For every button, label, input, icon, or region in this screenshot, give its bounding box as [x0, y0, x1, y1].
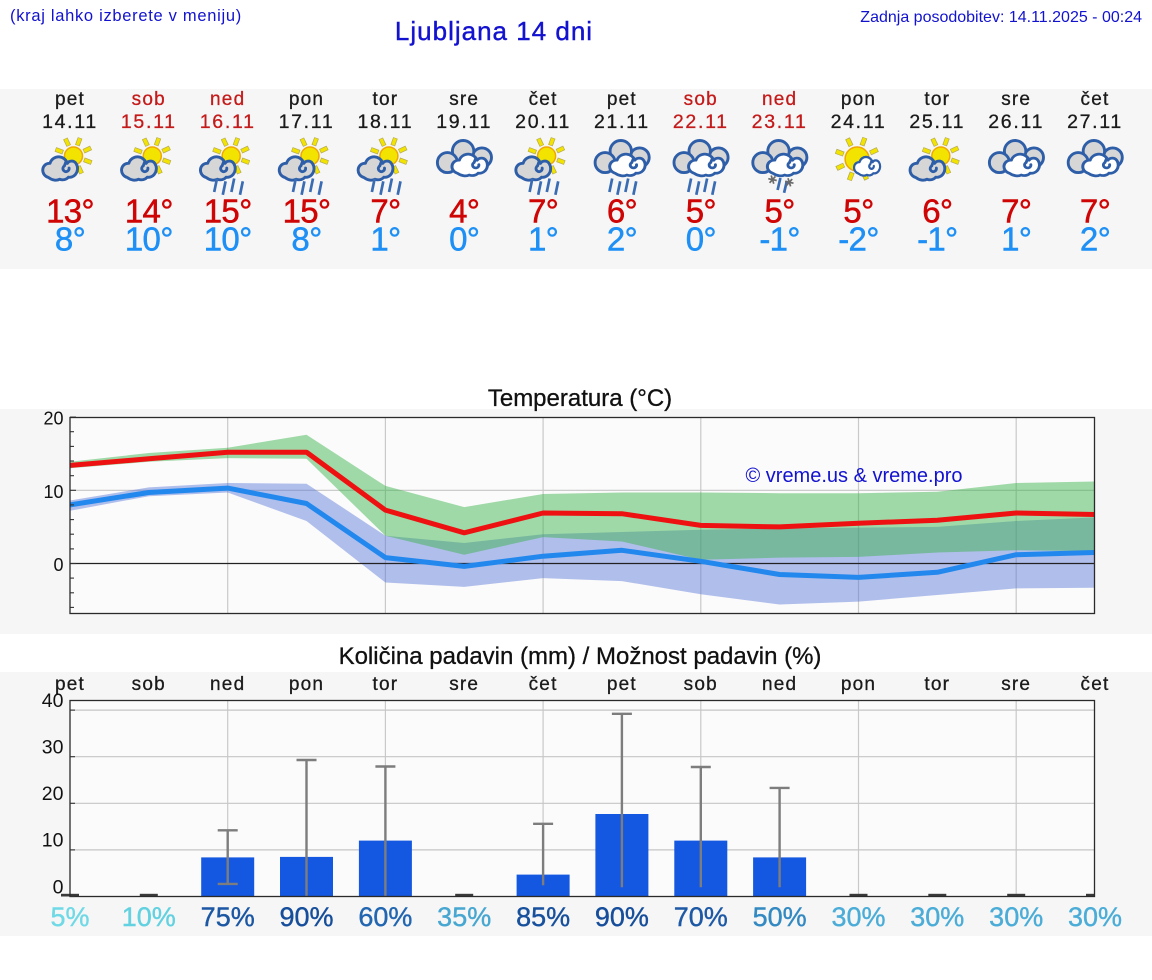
- svg-text:14°: 14°: [125, 192, 173, 229]
- svg-text:sob: sob: [132, 89, 166, 110]
- svg-text:30%: 30%: [831, 902, 885, 932]
- svg-text:pet: pet: [55, 89, 85, 110]
- svg-text:30: 30: [42, 737, 64, 759]
- svg-text:6°: 6°: [922, 192, 952, 229]
- svg-text:7°: 7°: [370, 192, 400, 229]
- svg-text:70%: 70%: [674, 902, 728, 932]
- svg-text:sob: sob: [684, 89, 718, 110]
- svg-text:10°: 10°: [125, 220, 173, 257]
- svg-text:5°: 5°: [843, 192, 873, 229]
- svg-text:20: 20: [43, 409, 63, 429]
- svg-text:10: 10: [42, 830, 64, 852]
- svg-text:30%: 30%: [989, 902, 1043, 932]
- svg-text:60%: 60%: [358, 902, 412, 932]
- svg-text:Zadnja posodobitev: 14.11.2025: Zadnja posodobitev: 14.11.2025 - 00:24: [860, 9, 1142, 26]
- svg-text:22.11: 22.11: [673, 111, 729, 133]
- svg-text:10%: 10%: [122, 902, 176, 932]
- svg-text:75%: 75%: [201, 902, 255, 932]
- svg-text:pon: pon: [289, 89, 324, 110]
- svg-text:10: 10: [43, 482, 63, 502]
- svg-text:35%: 35%: [437, 902, 491, 932]
- svg-text:30%: 30%: [910, 902, 964, 932]
- svg-text:5°: 5°: [686, 192, 716, 229]
- svg-text:7°: 7°: [528, 192, 558, 229]
- svg-text:20: 20: [42, 783, 64, 805]
- svg-text:pet: pet: [607, 674, 637, 695]
- svg-text:25.11: 25.11: [909, 111, 965, 133]
- svg-text:čet: čet: [529, 674, 558, 695]
- svg-text:1°: 1°: [370, 220, 400, 257]
- svg-text:pet: pet: [55, 674, 85, 695]
- svg-text:19.11: 19.11: [436, 111, 492, 133]
- svg-text:čet: čet: [1081, 89, 1110, 110]
- svg-text:40: 40: [42, 690, 64, 712]
- svg-text:sre: sre: [1001, 89, 1031, 110]
- svg-text:sob: sob: [684, 674, 718, 695]
- svg-text:© vreme.us & vreme.pro: © vreme.us & vreme.pro: [745, 465, 962, 487]
- svg-text:10°: 10°: [204, 220, 252, 257]
- svg-text:5%: 5%: [50, 902, 89, 932]
- svg-text:2°: 2°: [1080, 220, 1110, 257]
- svg-text:0: 0: [53, 876, 64, 898]
- svg-text:50%: 50%: [753, 902, 807, 932]
- svg-text:8°: 8°: [291, 220, 321, 257]
- svg-text:sre: sre: [449, 89, 479, 110]
- svg-text:sre: sre: [449, 674, 479, 695]
- svg-text:ned: ned: [210, 674, 245, 695]
- svg-text:30%: 30%: [1068, 902, 1122, 932]
- svg-text:18.11: 18.11: [357, 111, 413, 133]
- svg-text:čet: čet: [1081, 674, 1110, 695]
- svg-text:pon: pon: [841, 89, 876, 110]
- svg-text:sob: sob: [132, 674, 166, 695]
- svg-text:2°: 2°: [607, 220, 637, 257]
- svg-text:15°: 15°: [204, 192, 252, 229]
- svg-text:85%: 85%: [516, 902, 570, 932]
- svg-text:Količina padavin (mm) / Možnos: Količina padavin (mm) / Možnost padavin …: [339, 643, 822, 670]
- svg-text:pet: pet: [607, 89, 637, 110]
- svg-text:1°: 1°: [528, 220, 558, 257]
- svg-text:17.11: 17.11: [279, 111, 335, 133]
- svg-text:ned: ned: [762, 89, 797, 110]
- svg-text:ned: ned: [762, 674, 797, 695]
- svg-text:tor: tor: [373, 674, 399, 695]
- svg-text:21.11: 21.11: [594, 111, 650, 133]
- svg-text:Ljubljana 14 dni: Ljubljana 14 dni: [395, 16, 593, 46]
- svg-text:14.11: 14.11: [42, 111, 98, 133]
- svg-text:13°: 13°: [46, 192, 94, 229]
- svg-text:Temperatura (°C): Temperatura (°C): [488, 385, 672, 412]
- svg-text:24.11: 24.11: [831, 111, 887, 133]
- svg-text:0°: 0°: [449, 220, 479, 257]
- svg-text:tor: tor: [924, 674, 950, 695]
- svg-text:15.11: 15.11: [121, 111, 177, 133]
- svg-text:tor: tor: [373, 89, 399, 110]
- svg-text:27.11: 27.11: [1067, 111, 1123, 133]
- svg-text:0°: 0°: [686, 220, 716, 257]
- svg-text:-2°: -2°: [838, 220, 878, 257]
- svg-text:15°: 15°: [283, 192, 331, 229]
- svg-text:4°: 4°: [449, 192, 479, 229]
- svg-text:5°: 5°: [765, 192, 795, 229]
- svg-text:7°: 7°: [1001, 192, 1031, 229]
- svg-text:tor: tor: [924, 89, 950, 110]
- svg-text:90%: 90%: [595, 902, 649, 932]
- svg-text:1°: 1°: [1001, 220, 1031, 257]
- svg-text:čet: čet: [529, 89, 558, 110]
- svg-text:(kraj lahko izberete v meniju): (kraj lahko izberete v meniju): [10, 7, 242, 25]
- svg-text:16.11: 16.11: [200, 111, 256, 133]
- svg-text:20.11: 20.11: [515, 111, 571, 133]
- svg-text:pon: pon: [841, 674, 876, 695]
- svg-text:sre: sre: [1001, 674, 1031, 695]
- svg-text:90%: 90%: [279, 902, 333, 932]
- svg-text:-1°: -1°: [759, 220, 799, 257]
- svg-text:8°: 8°: [55, 220, 85, 257]
- svg-text:0: 0: [53, 555, 63, 575]
- svg-text:23.11: 23.11: [752, 111, 808, 133]
- svg-text:7°: 7°: [1080, 192, 1110, 229]
- svg-text:-1°: -1°: [917, 220, 957, 257]
- svg-text:6°: 6°: [607, 192, 637, 229]
- svg-text:26.11: 26.11: [988, 111, 1044, 133]
- svg-text:ned: ned: [210, 89, 245, 110]
- svg-text:pon: pon: [289, 674, 324, 695]
